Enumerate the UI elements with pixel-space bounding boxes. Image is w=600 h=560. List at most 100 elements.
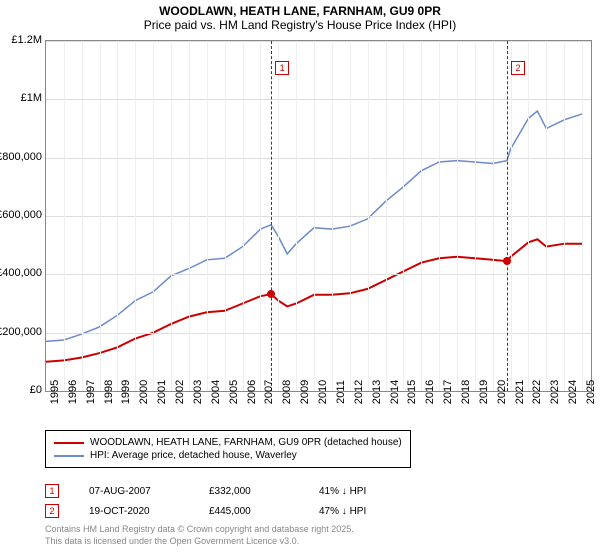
xtick-label: 2010 — [317, 380, 329, 404]
xtick-label: 1998 — [103, 380, 115, 404]
xtick-label: 2001 — [156, 380, 168, 404]
xtick-label: 2003 — [192, 380, 204, 404]
sale-marker-box: 1 — [275, 61, 289, 75]
xtick-label: 2017 — [442, 380, 454, 404]
sale-marker-dot — [503, 257, 511, 265]
sale-row-date: 19-OCT-2020 — [89, 506, 179, 517]
gridline-h — [46, 99, 591, 100]
xtick-label: 2011 — [335, 380, 347, 404]
gridline-v — [528, 41, 529, 391]
legend-swatch-hpi — [54, 455, 84, 457]
ytick-label: £600,000 — [0, 209, 42, 221]
gridline-v — [457, 41, 458, 391]
footer-line2: This data is licensed under the Open Gov… — [45, 536, 354, 548]
gridline-v — [243, 41, 244, 391]
gridline-v — [64, 41, 65, 391]
xtick-label: 2005 — [228, 380, 240, 404]
gridline-v — [386, 41, 387, 391]
gridline-v — [511, 41, 512, 391]
gridline-v — [171, 41, 172, 391]
gridline-h — [46, 216, 591, 217]
gridline-h — [46, 158, 591, 159]
sale-marker-line — [271, 41, 272, 391]
gridline-v — [546, 41, 547, 391]
gridline-v — [225, 41, 226, 391]
ytick-label: £1M — [21, 92, 42, 104]
xtick-label: 1996 — [67, 380, 79, 404]
chart-title-line1: WOODLAWN, HEATH LANE, FARNHAM, GU9 0PR — [0, 4, 600, 18]
ytick-label: £400,000 — [0, 267, 42, 279]
ytick-label: £800,000 — [0, 151, 42, 163]
ytick-label: £0 — [30, 384, 42, 396]
xtick-label: 2002 — [174, 380, 186, 404]
gridline-v — [582, 41, 583, 391]
gridline-v — [278, 41, 279, 391]
gridline-v — [493, 41, 494, 391]
gridline-v — [475, 41, 476, 391]
gridline-v — [403, 41, 404, 391]
sale-row-date: 07-AUG-2007 — [89, 486, 179, 497]
xtick-label: 2012 — [353, 380, 365, 404]
sale-row: 2 19-OCT-2020 £445,000 47% ↓ HPI — [45, 504, 419, 518]
footer-line1: Contains HM Land Registry data © Crown c… — [45, 524, 354, 536]
sale-row: 1 07-AUG-2007 £332,000 41% ↓ HPI — [45, 484, 419, 498]
sale-row-pct: 41% ↓ HPI — [319, 486, 419, 497]
gridline-v — [421, 41, 422, 391]
legend-row-hpi: HPI: Average price, detached house, Wave… — [54, 450, 402, 461]
sale-row-marker: 1 — [45, 484, 59, 498]
xtick-label: 2023 — [549, 380, 561, 404]
gridline-v — [564, 41, 565, 391]
gridline-v — [368, 41, 369, 391]
xtick-label: 2024 — [567, 380, 579, 404]
xtick-label: 2022 — [531, 380, 543, 404]
chart-title-line2: Price paid vs. HM Land Registry's House … — [0, 18, 600, 32]
gridline-h — [46, 333, 591, 334]
gridline-v — [100, 41, 101, 391]
xtick-label: 2014 — [389, 380, 401, 404]
xtick-label: 2020 — [496, 380, 508, 404]
gridline-v — [207, 41, 208, 391]
xtick-label: 2018 — [460, 380, 472, 404]
sale-row-pct: 47% ↓ HPI — [319, 506, 419, 517]
gridline-v — [314, 41, 315, 391]
sale-marker-box: 2 — [511, 61, 525, 75]
gridline-v — [153, 41, 154, 391]
sale-marker-line — [507, 41, 508, 391]
sale-row-marker: 2 — [45, 504, 59, 518]
legend-label-hpi: HPI: Average price, detached house, Wave… — [90, 450, 297, 461]
xtick-label: 2015 — [406, 380, 418, 404]
gridline-v — [296, 41, 297, 391]
xtick-label: 2000 — [138, 380, 150, 404]
xtick-label: 2006 — [246, 380, 258, 404]
xtick-label: 2013 — [371, 380, 383, 404]
gridline-h — [46, 274, 591, 275]
xtick-label: 2025 — [585, 380, 597, 404]
xtick-label: 2007 — [263, 380, 275, 404]
sale-row-price: £445,000 — [209, 506, 289, 517]
ytick-label: £1.2M — [11, 34, 42, 46]
legend-swatch-price-paid — [54, 442, 84, 444]
legend-label-price-paid: WOODLAWN, HEATH LANE, FARNHAM, GU9 0PR (… — [90, 437, 402, 448]
gridline-h — [46, 41, 591, 42]
xtick-label: 2016 — [424, 380, 436, 404]
gridline-v — [82, 41, 83, 391]
ytick-label: £200,000 — [0, 326, 42, 338]
sale-price-table: 1 07-AUG-2007 £332,000 41% ↓ HPI 2 19-OCT-202… — [45, 478, 419, 524]
xtick-label: 2008 — [281, 380, 293, 404]
xtick-label: 2004 — [210, 380, 222, 404]
gridline-v — [350, 41, 351, 391]
sale-row-price: £332,000 — [209, 486, 289, 497]
xtick-label: 2009 — [299, 380, 311, 404]
gridline-v — [117, 41, 118, 391]
xtick-label: 1999 — [120, 380, 132, 404]
chart-title-block: WOODLAWN, HEATH LANE, FARNHAM, GU9 0PR P… — [0, 0, 600, 34]
footer-attribution: Contains HM Land Registry data © Crown c… — [45, 524, 354, 547]
xtick-label: 2019 — [478, 380, 490, 404]
legend-box: WOODLAWN, HEATH LANE, FARNHAM, GU9 0PR (… — [45, 430, 411, 468]
xtick-label: 1997 — [85, 380, 97, 404]
chart-plot-area: 12 — [45, 40, 592, 392]
legend-row-price-paid: WOODLAWN, HEATH LANE, FARNHAM, GU9 0PR (… — [54, 437, 402, 448]
gridline-v — [332, 41, 333, 391]
gridline-v — [260, 41, 261, 391]
gridline-v — [189, 41, 190, 391]
